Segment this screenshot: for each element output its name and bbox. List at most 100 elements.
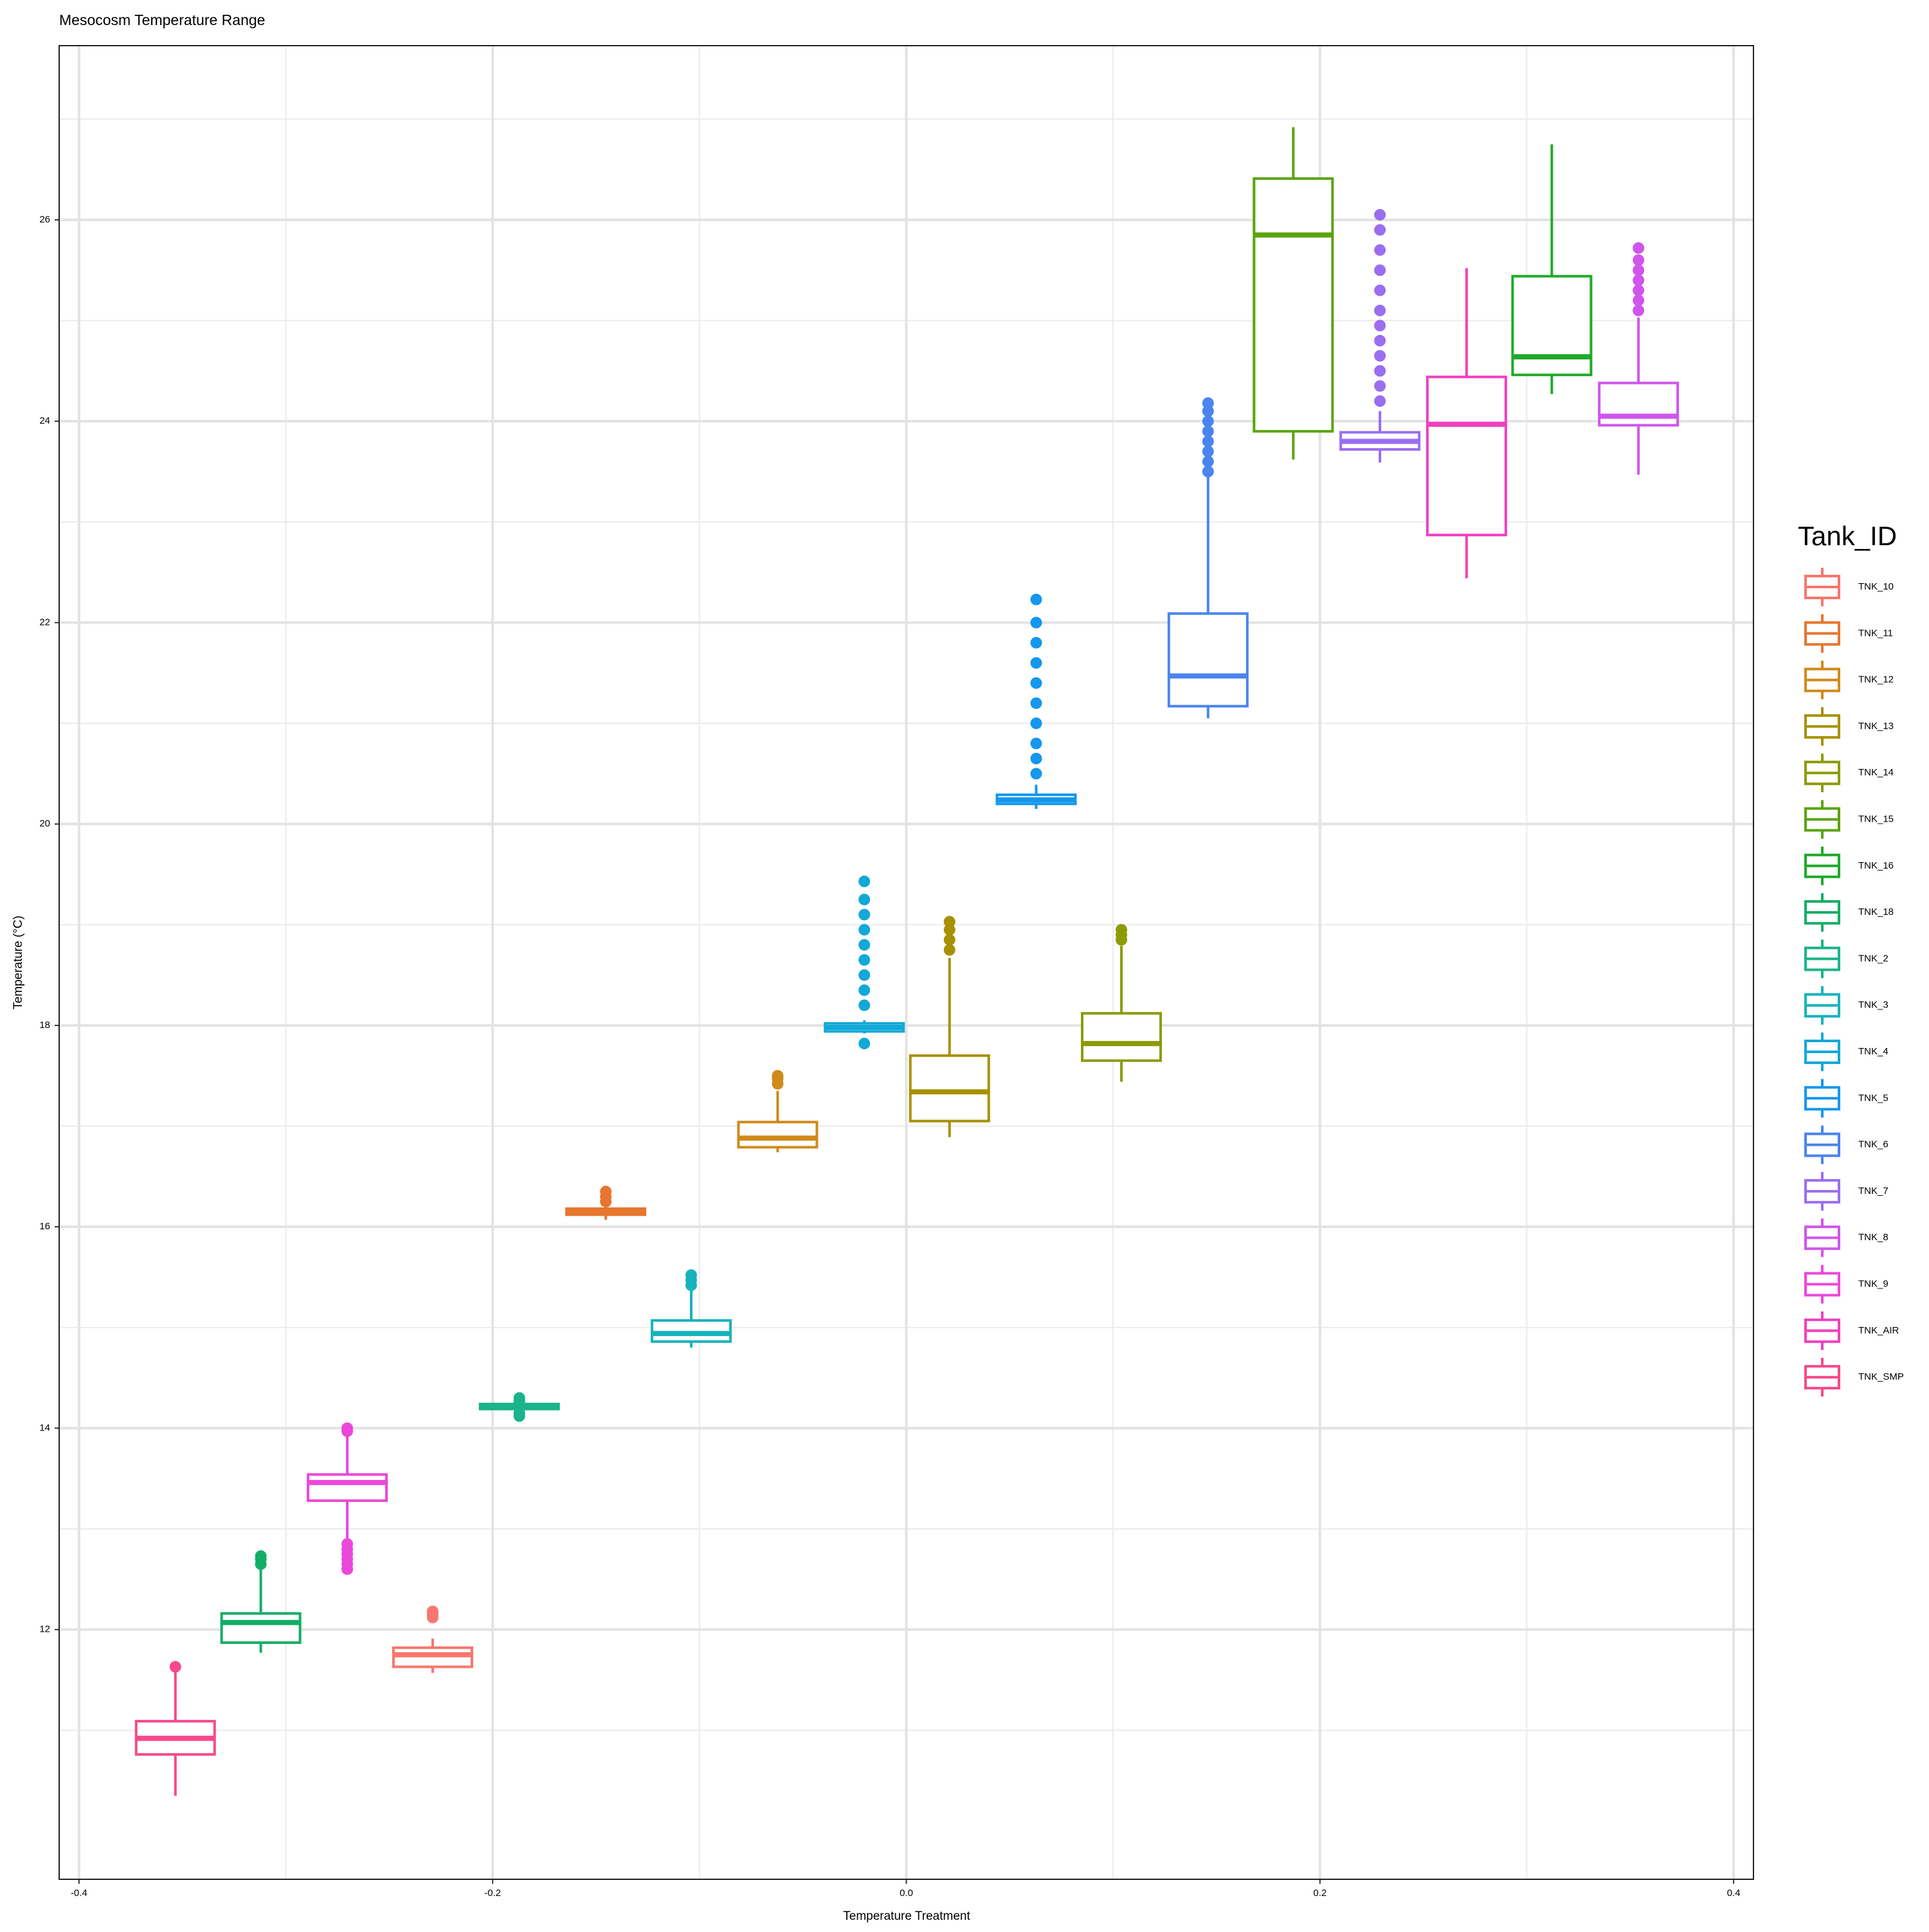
outlier [1202, 415, 1214, 428]
box [1167, 612, 1249, 708]
legend-item: TNK_16 [1804, 846, 1894, 885]
outlier [858, 999, 871, 1011]
box [1081, 1012, 1163, 1062]
outlier [255, 1550, 267, 1562]
legend-label: TNK_8 [1858, 1232, 1888, 1243]
outlier [1374, 284, 1386, 296]
box [1511, 275, 1593, 377]
legend-item: TNK_5 [1804, 1079, 1888, 1118]
y-tick-label: 16 [39, 1221, 50, 1232]
box-group [134, 1661, 216, 1796]
legend-item: TNK_2 [1804, 939, 1888, 979]
legend-label: TNK_9 [1858, 1278, 1888, 1289]
box-group [995, 593, 1077, 809]
legend-label: TNK_6 [1858, 1139, 1888, 1150]
box [909, 1054, 990, 1123]
outlier [1633, 294, 1645, 307]
box-group [307, 1422, 388, 1575]
outlier [772, 1070, 784, 1082]
outlier [1374, 320, 1386, 332]
outlier [1374, 380, 1386, 392]
outlier [1030, 617, 1042, 629]
outlier [858, 1038, 871, 1050]
outlier [858, 954, 871, 966]
outlier [1202, 465, 1214, 478]
box-group [565, 1186, 647, 1220]
outlier [858, 924, 871, 936]
legend-label: TNK_5 [1858, 1092, 1888, 1103]
outlier [943, 944, 955, 956]
box-group [1253, 127, 1334, 460]
outlier [1030, 657, 1042, 669]
box-group [737, 1070, 819, 1153]
outlier [1030, 697, 1042, 709]
outlier [858, 908, 871, 921]
legend-label: TNK_13 [1858, 721, 1894, 732]
outlier [341, 1422, 354, 1434]
outlier [1116, 924, 1128, 936]
x-tick-label: 0.0 [900, 1888, 913, 1899]
legend-item: TNK_14 [1804, 754, 1894, 793]
outlier [858, 969, 871, 981]
outlier [1374, 264, 1386, 276]
outlier [513, 1407, 525, 1419]
outlier [1374, 365, 1386, 377]
box-group [824, 875, 905, 1050]
outlier [943, 924, 955, 936]
legend-item: TNK_10 [1804, 568, 1894, 606]
outlier [1202, 435, 1214, 447]
legend-label: TNK_14 [1858, 767, 1894, 778]
outlier [1374, 224, 1386, 236]
y-axis-label: Temperature (°C) [12, 916, 25, 1009]
outlier [943, 916, 955, 928]
outlier [1633, 254, 1645, 266]
outlier [1633, 242, 1645, 254]
legend-item: TNK_15 [1804, 800, 1894, 839]
legend-label: TNK_12 [1858, 674, 1894, 685]
legend-label: TNK_AIR [1858, 1325, 1899, 1336]
x-tick-label: 0.2 [1313, 1888, 1327, 1899]
legend-title: Tank_ID [1798, 521, 1897, 551]
box-group [909, 916, 990, 1137]
outlier [858, 875, 871, 887]
y-tick-label: 14 [39, 1422, 50, 1433]
outlier [341, 1538, 354, 1550]
outlier [513, 1392, 525, 1404]
x-tick-label: 0.4 [1727, 1888, 1741, 1899]
legend-item: TNK_SMP [1804, 1358, 1904, 1397]
legend-label: TNK_16 [1858, 860, 1894, 871]
legend-label: TNK_4 [1858, 1046, 1888, 1057]
box [1253, 177, 1334, 433]
outlier [1633, 304, 1645, 316]
legend-label: TNK_7 [1858, 1186, 1888, 1196]
box-group [650, 1269, 732, 1348]
box-group [392, 1605, 473, 1673]
legend-item: TNK_13 [1804, 707, 1894, 746]
legend-label: TNK_SMP [1858, 1371, 1904, 1382]
box [1598, 381, 1680, 427]
x-tick-label: -0.4 [71, 1888, 87, 1899]
y-tick-label: 24 [39, 415, 50, 426]
outlier [858, 894, 871, 906]
outlier [1633, 264, 1645, 276]
y-tick-label: 20 [39, 818, 50, 829]
outlier [1374, 334, 1386, 347]
outlier [1374, 209, 1386, 221]
box-group [478, 1392, 560, 1422]
outlier [169, 1661, 181, 1673]
x-axis-label: Temperature Treatment [843, 1909, 970, 1923]
outlier [1202, 405, 1214, 417]
x-tick-label: -0.2 [484, 1888, 501, 1899]
y-tick-label: 12 [39, 1624, 50, 1635]
outlier [1030, 636, 1042, 649]
outlier [1374, 395, 1386, 407]
outlier [1030, 677, 1042, 689]
legend-item: TNK_6 [1804, 1125, 1888, 1164]
box [307, 1473, 388, 1503]
box-group [1081, 924, 1163, 1082]
outlier [1374, 350, 1386, 362]
outlier [943, 934, 955, 946]
chart-title: Mesocosm Temperature Range [59, 12, 265, 28]
